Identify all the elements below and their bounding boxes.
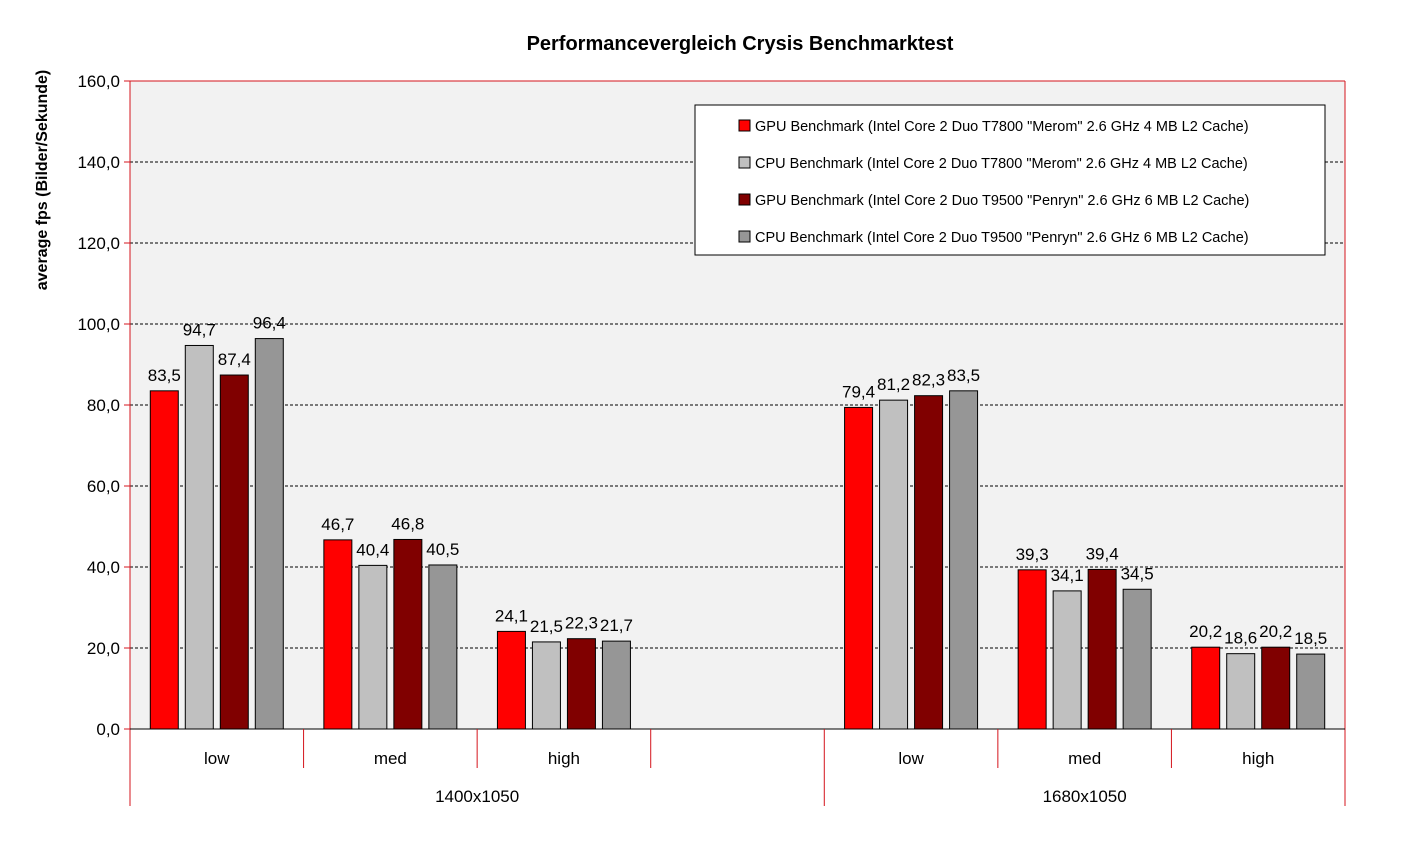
y-tick-label: 40,0 [87,558,120,577]
legend-swatch [738,230,751,243]
data-label: 18,5 [1294,629,1327,648]
data-label: 21,5 [530,617,563,636]
bar [879,399,909,730]
data-label: 79,4 [842,382,875,401]
data-label: 40,5 [426,540,459,559]
y-tick-label: 60,0 [87,477,120,496]
x-category-label: low [204,749,230,768]
bar [949,390,979,730]
bar [1087,568,1117,730]
data-label: 39,3 [1016,545,1049,564]
y-tick-label: 100,0 [77,315,120,334]
bar [1261,646,1291,730]
legend-entry-label: CPU Benchmark (Intel Core 2 Duo T9500 "P… [755,230,1249,246]
data-label: 82,3 [912,371,945,390]
legend-entry-label: GPU Benchmark (Intel Core 2 Duo T7800 "M… [755,119,1249,135]
legend-swatch [738,119,751,132]
y-tick-label: 160,0 [77,72,120,91]
data-label: 18,6 [1224,629,1257,648]
legend: GPU Benchmark (Intel Core 2 Duo T7800 "M… [694,104,1326,256]
bar [1122,588,1152,730]
bar [358,564,388,730]
x-category-label: high [548,749,580,768]
data-label: 21,7 [600,616,633,635]
x-group-label: 1680x1050 [1043,787,1127,806]
bar [149,390,179,730]
data-label: 81,2 [877,375,910,394]
data-label: 40,4 [356,540,389,559]
bar [601,640,631,730]
bar [1017,569,1047,730]
data-label: 34,1 [1051,566,1084,585]
legend-swatch [738,156,751,169]
y-tick-label: 0,0 [96,720,120,739]
legend-swatch [738,193,751,206]
legend-entry-label: CPU Benchmark (Intel Core 2 Duo T7800 "M… [755,156,1248,172]
bar [496,630,526,730]
bar [1191,646,1221,730]
data-label: 96,4 [253,314,286,333]
data-label: 83,5 [947,366,980,385]
data-label: 20,2 [1189,622,1222,641]
data-label: 22,3 [565,614,598,633]
legend-entry-label: GPU Benchmark (Intel Core 2 Duo T9500 "P… [755,193,1249,209]
bar [184,344,214,730]
data-label: 83,5 [148,366,181,385]
chart-title: Performancevergleich Crysis Benchmarktes… [527,33,954,55]
x-category-label: high [1242,749,1274,768]
data-label: 39,4 [1086,544,1119,563]
bar [393,538,423,730]
bar [323,539,353,730]
x-category-label: med [1068,749,1101,768]
x-group-label: 1400x1050 [435,787,519,806]
data-label: 34,5 [1121,564,1154,583]
data-label: 46,8 [391,514,424,533]
legend-box [694,104,1326,256]
x-category-label: low [898,749,924,768]
data-label: 24,1 [495,606,528,625]
bar [844,406,874,730]
x-category-label: med [374,749,407,768]
bar [219,374,249,730]
bar [428,564,458,730]
bar [566,638,596,730]
bar [1296,653,1326,730]
bar [1226,653,1256,730]
data-label: 46,7 [321,515,354,534]
data-label: 20,2 [1259,622,1292,641]
y-tick-label: 140,0 [77,153,120,172]
y-axis-label: average fps (Bilder/Sekunde) [34,70,51,291]
y-tick-label: 80,0 [87,396,120,415]
bar [531,641,561,730]
bar [254,338,284,730]
y-tick-label: 20,0 [87,639,120,658]
data-label: 87,4 [218,350,251,369]
bar [914,395,944,730]
data-label: 94,7 [183,320,216,339]
y-tick-label: 120,0 [77,234,120,253]
bar [1052,590,1082,730]
